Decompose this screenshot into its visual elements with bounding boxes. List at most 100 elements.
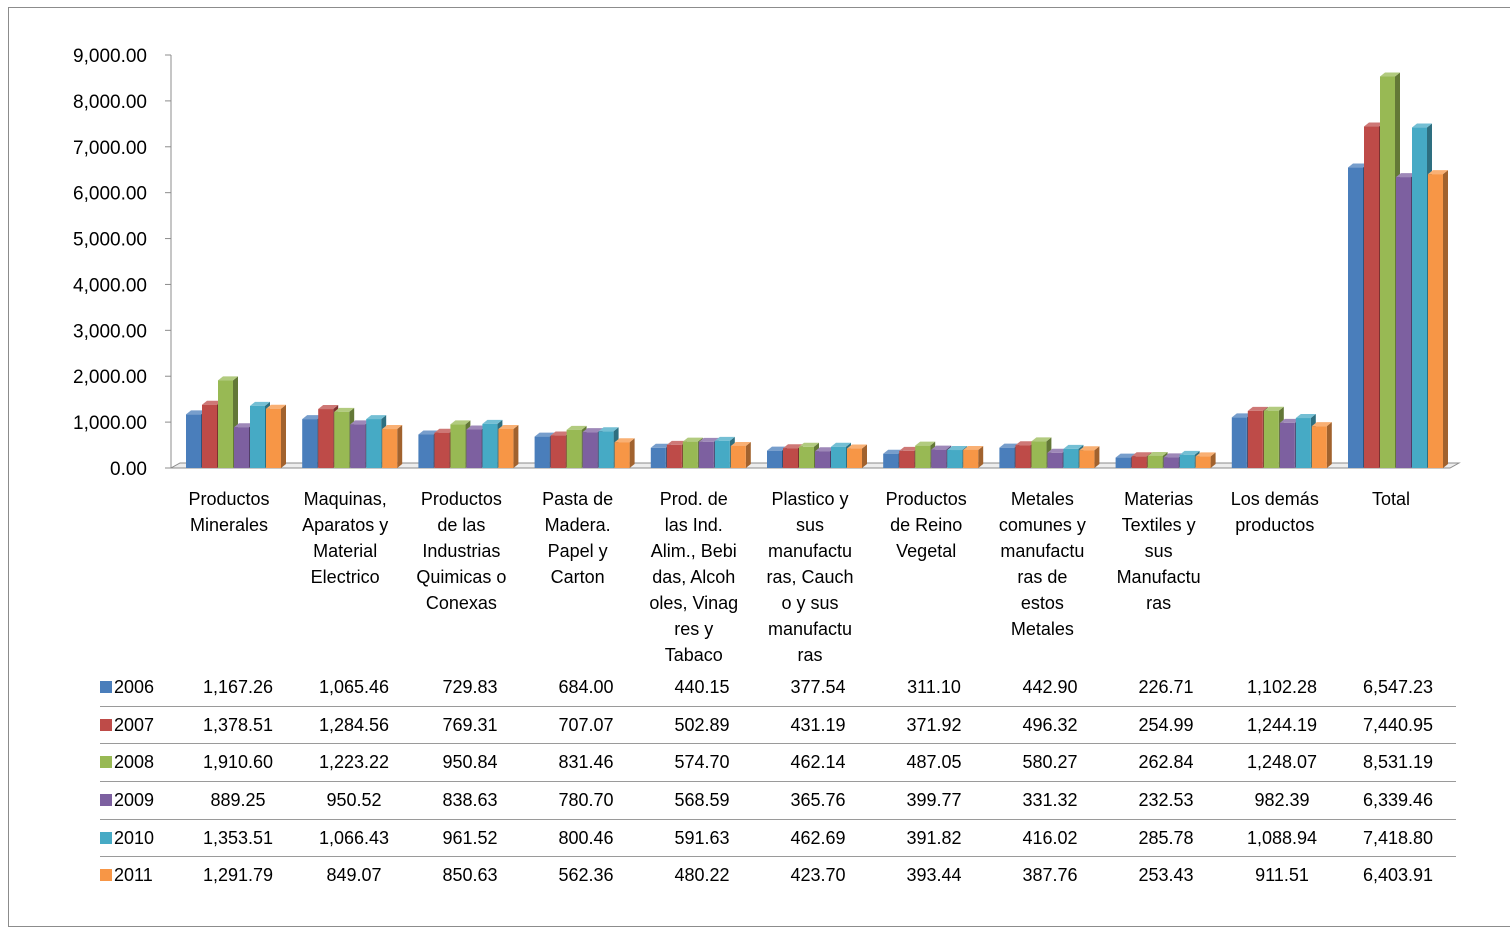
series-name: 2009 — [114, 789, 155, 810]
bar-top — [202, 400, 222, 405]
data-cell: 285.78 — [1108, 818, 1224, 857]
bar — [999, 447, 1015, 468]
bar-top — [1115, 453, 1136, 458]
bar-top — [915, 441, 936, 446]
data-cell: 1,284.56 — [296, 705, 412, 744]
bar — [682, 441, 698, 468]
bar-top — [1131, 452, 1152, 457]
bar-top — [1231, 413, 1252, 418]
legend-entry: 2007 — [100, 705, 180, 744]
bar-side — [281, 404, 286, 468]
bar-top — [1412, 123, 1432, 128]
data-cell: 365.76 — [760, 781, 876, 820]
bar — [714, 440, 730, 468]
bar-top — [1147, 451, 1168, 456]
bar — [302, 419, 318, 468]
bar-top — [1179, 450, 1200, 455]
data-cell: 462.69 — [760, 818, 876, 857]
bar-top — [1263, 406, 1284, 411]
data-cell: 800.46 — [528, 818, 644, 857]
bar — [1231, 417, 1247, 468]
data-cell: 889.25 — [180, 781, 296, 820]
bar-top — [698, 437, 719, 442]
bar — [550, 435, 566, 468]
bar-side — [745, 441, 751, 468]
bar-top — [666, 440, 687, 445]
y-tick-label: 2,000.00 — [73, 367, 147, 388]
data-cell: 232.53 — [1108, 781, 1224, 820]
bar — [450, 424, 466, 468]
bar — [847, 448, 862, 468]
bar-top — [598, 427, 619, 432]
bar-top — [266, 404, 286, 409]
bar — [234, 427, 249, 468]
data-cell: 496.32 — [992, 705, 1108, 744]
bar — [831, 446, 846, 468]
bar — [534, 436, 550, 468]
bar-side — [629, 438, 635, 468]
data-cell: 6,403.91 — [1340, 856, 1456, 895]
data-cell: 440.15 — [674, 676, 730, 697]
x-tick-label: Productos de Reino Vegetal — [885, 489, 967, 561]
bar-top — [582, 428, 603, 433]
bar — [915, 445, 931, 468]
series-name: 2006 — [114, 676, 155, 697]
bar-top — [418, 430, 439, 435]
bar — [1412, 127, 1427, 468]
x-tick-label: Productos Minerales — [188, 489, 270, 535]
y-tick-label: 7,000.00 — [73, 138, 147, 159]
bar — [318, 409, 334, 468]
legend-entry: 2011 — [100, 856, 180, 895]
bar — [666, 444, 682, 468]
data-cell: 416.02 — [992, 818, 1108, 857]
data-cell: 1,088.94 — [1224, 818, 1340, 857]
bar — [1396, 177, 1411, 468]
bar-top — [1079, 446, 1100, 451]
data-cell: 1,066.43 — [296, 818, 412, 857]
data-cell: 568.59 — [644, 781, 760, 820]
data-cell: 591.63 — [644, 818, 760, 857]
bar — [350, 424, 366, 468]
data-cell: 1,248.07 — [1224, 743, 1340, 782]
bar-top — [302, 415, 323, 420]
bar — [334, 411, 350, 468]
bar-top — [1163, 453, 1184, 458]
data-cell: 982.39 — [1224, 781, 1340, 820]
bar-top — [831, 442, 851, 447]
bar — [598, 431, 614, 468]
bar-top — [334, 407, 355, 412]
bar-top — [498, 424, 519, 429]
bar-top — [1396, 173, 1416, 178]
series-name: 2008 — [114, 752, 155, 773]
bar — [799, 446, 814, 468]
data-cell: 6,339.46 — [1340, 781, 1456, 820]
data-cell: 831.46 — [528, 743, 644, 782]
bar — [815, 451, 830, 468]
bar — [1047, 452, 1063, 468]
table-row: 2011 1,291.79 849.07 850.63 562.36 480.22 423.… — [100, 856, 1456, 895]
data-cell: 6,547.23 — [1362, 676, 1434, 697]
table-row: 2006 1,167.26 1,065.46 729.83 684.00 440.15 37… — [100, 669, 1456, 706]
bar — [434, 432, 450, 468]
bar — [1131, 456, 1147, 468]
bar — [963, 449, 979, 468]
bar — [1015, 445, 1031, 468]
bar — [1348, 167, 1363, 469]
bar-side — [1094, 446, 1100, 468]
data-cell: 729.83 — [442, 676, 498, 697]
data-cell: 950.84 — [412, 743, 528, 782]
data-cell: 423.70 — [760, 856, 876, 895]
data-cell: 1,910.60 — [180, 743, 296, 782]
bar-top — [466, 425, 487, 430]
bar — [1195, 456, 1211, 468]
bar — [614, 442, 630, 468]
bar — [650, 447, 666, 468]
bar-top — [186, 410, 206, 415]
data-cell: 950.52 — [296, 781, 412, 820]
bar — [883, 453, 899, 468]
bar-side — [978, 445, 984, 468]
bar-top — [614, 438, 635, 443]
data-cell: 1,291.79 — [180, 856, 296, 895]
bar-top — [1428, 170, 1448, 175]
data-cell: 502.89 — [644, 705, 760, 744]
